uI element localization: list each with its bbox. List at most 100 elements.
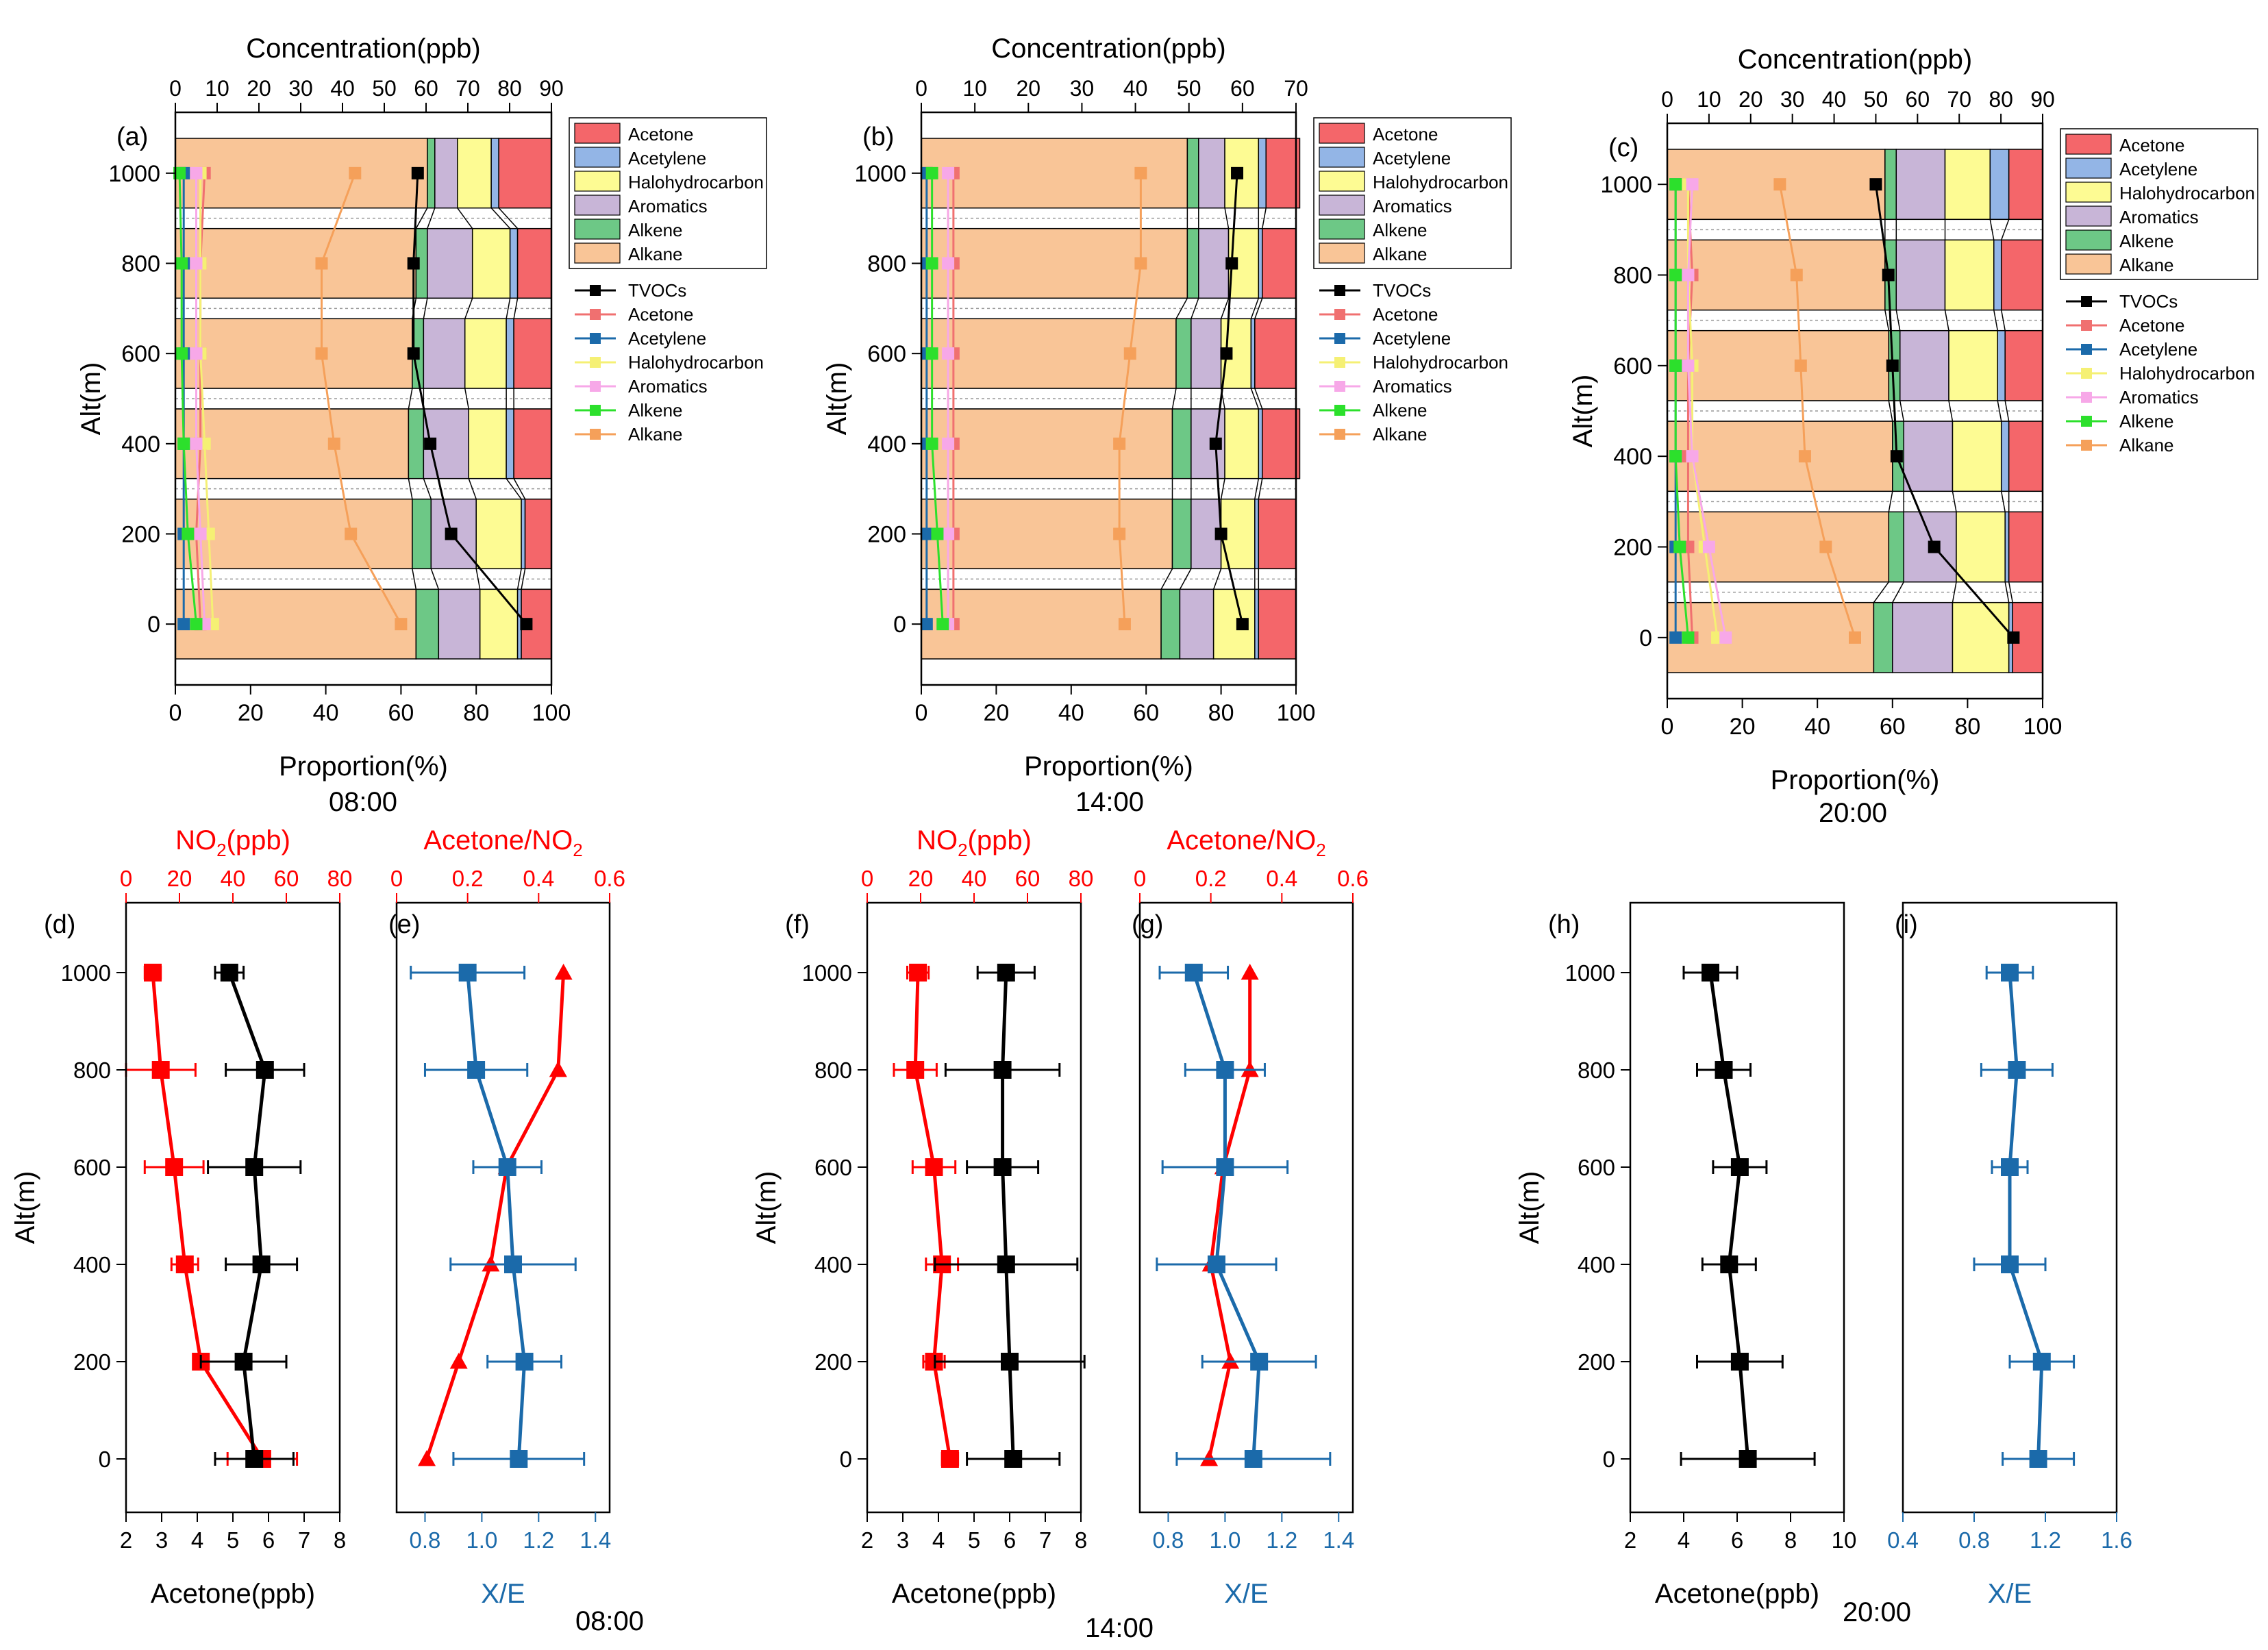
line-legend-marker-acetylene xyxy=(1334,333,1345,344)
bar-segment-acetone xyxy=(1254,318,1297,389)
profile-marker-acetone xyxy=(1004,1450,1023,1468)
bar-segment-acetylene xyxy=(521,498,526,570)
profile-marker-x-e xyxy=(1216,1158,1234,1176)
x2-label-subscript: 2 xyxy=(573,840,582,860)
x-tick-label: 6 xyxy=(1731,1527,1743,1553)
bar-segment-acetone xyxy=(2008,149,2043,221)
bar-segment-alkane xyxy=(175,227,417,299)
profile-marker-acetone xyxy=(1715,1061,1733,1079)
bar-segment-aromatics xyxy=(1895,239,1946,311)
concentration-marker-aromatics xyxy=(1682,359,1695,372)
bar-segment-acetone xyxy=(2000,239,2043,311)
bar-segment-acetone xyxy=(1265,138,1301,209)
concentration-marker-tvocs xyxy=(445,527,458,540)
bar-segment-aromatics xyxy=(1198,138,1225,209)
y-tick-label: 200 xyxy=(814,1349,852,1375)
y-tick-label: 800 xyxy=(121,251,160,277)
concentration-marker-alkene xyxy=(925,347,938,360)
profile-marker-acetone xyxy=(1739,1450,1757,1468)
bar-legend-label: Acetone xyxy=(628,124,693,145)
line-legend-label: Acetone xyxy=(2119,315,2184,336)
line-legend-marker-aromatics xyxy=(590,381,601,392)
bar-connector xyxy=(1191,298,1199,319)
concentration-marker-tvocs xyxy=(520,618,533,631)
y-tick-label: 600 xyxy=(73,1155,111,1180)
x-tick-label: 40 xyxy=(1804,714,1830,740)
x2-tick-label: 10 xyxy=(962,76,987,101)
panel-label: (i) xyxy=(1895,910,1918,939)
bar-connector xyxy=(1884,310,1890,331)
bar-segment-acetone xyxy=(498,138,552,209)
line-legend-label: Alkane xyxy=(1373,424,1428,445)
x2-tick-label: 40 xyxy=(962,866,987,891)
x2-label-subscript: 2 xyxy=(216,840,226,860)
panel-b: 0 20 40 60 80 1000 10 20 30 40 50 60 700200400600800… xyxy=(822,34,1512,817)
bar-segment-halohydrocarbon xyxy=(471,227,511,299)
line-legend-marker-tvocs xyxy=(590,285,601,296)
bar-connector xyxy=(1888,400,1893,422)
bar-connector xyxy=(513,298,519,319)
x-tick-label: 1.2 xyxy=(523,1527,554,1553)
bar-connector xyxy=(1254,478,1260,499)
panel-label: (a) xyxy=(116,123,148,151)
bar-segment-halohydrocarbon xyxy=(1224,408,1260,479)
y-tick-label: 0 xyxy=(1639,625,1652,651)
bar-connector xyxy=(457,208,473,229)
concentration-marker-acetylene xyxy=(177,618,190,631)
x-axis-label: Proportion(%) xyxy=(279,751,448,782)
x-tick-label: 8 xyxy=(1075,1527,1087,1553)
x2-tick-label: 0.4 xyxy=(523,866,554,891)
profile-marker-acetone-no2 xyxy=(418,1450,436,1466)
bar-segment-alkane xyxy=(1667,421,1893,492)
concentration-marker-alkene xyxy=(1669,450,1682,463)
time-caption: 14:00 xyxy=(1085,1613,1154,1643)
bar-connector xyxy=(415,208,428,229)
panel-label: (h) xyxy=(1548,910,1580,939)
bar-segment-alkane xyxy=(921,588,1162,660)
profile-marker-no2 xyxy=(940,1450,959,1468)
y-tick-label: 200 xyxy=(73,1349,111,1375)
bar-segment-halohydrocarbon xyxy=(464,318,507,389)
concentration-marker-alkene xyxy=(182,527,195,540)
concentration-marker-alkane xyxy=(315,257,328,270)
line-legend-marker-acetylene xyxy=(2081,344,2092,355)
x2-tick-label: 90 xyxy=(2030,87,2055,112)
x2-tick-label: 40 xyxy=(221,866,246,891)
bar-segment-alkene xyxy=(1884,149,1897,221)
bar-connector xyxy=(1262,208,1267,229)
profile-line-acetone xyxy=(227,972,267,1460)
line-legend-label: Acetylene xyxy=(1373,328,1451,349)
bar-segment-alkane xyxy=(921,227,1188,299)
bar-legend-label: Alkane xyxy=(628,244,683,264)
bar-connector xyxy=(1175,297,1188,319)
bar-segment-acetone xyxy=(513,318,552,389)
line-legend-label: TVOCs xyxy=(2119,291,2178,312)
bar-segment-alkane xyxy=(175,138,428,209)
bar-segment-alkane xyxy=(175,318,413,389)
panel-label: (e) xyxy=(388,910,420,939)
x2-tick-label: 0.6 xyxy=(594,866,625,891)
bar-segment-acetylene xyxy=(1254,498,1260,570)
x2-tick-label: 0 xyxy=(120,866,132,891)
x-tick-label: 6 xyxy=(262,1527,275,1553)
bar-segment-acetone xyxy=(1258,588,1297,660)
concentration-marker-alkene xyxy=(177,437,190,450)
bar-segment-acetylene xyxy=(1993,239,2002,311)
x-tick-label: 0.8 xyxy=(1153,1527,1184,1553)
x-tick-label: 10 xyxy=(1832,1527,1857,1553)
bar-connector xyxy=(2008,582,2013,603)
x-tick-label: 5 xyxy=(227,1527,239,1553)
bar-segment-halohydrocarbon xyxy=(1956,511,2006,583)
concentration-marker-aromatics xyxy=(190,166,203,179)
plot-frame xyxy=(174,111,553,686)
panel-i: 0.4 0.8 1.2 1.6 X/E (i) xyxy=(1887,901,2132,1609)
bar-connector xyxy=(468,478,477,499)
y-tick-label: 800 xyxy=(1578,1058,1615,1083)
y-tick-label: 800 xyxy=(867,251,906,277)
x-tick-label: 100 xyxy=(1277,700,1316,726)
bar-connector xyxy=(506,298,511,319)
profile-marker-x-e xyxy=(504,1255,523,1273)
bar-connector xyxy=(516,568,522,590)
line-legend-marker-acetone xyxy=(2081,320,2092,331)
concentration-marker-alkane xyxy=(1794,359,1807,372)
